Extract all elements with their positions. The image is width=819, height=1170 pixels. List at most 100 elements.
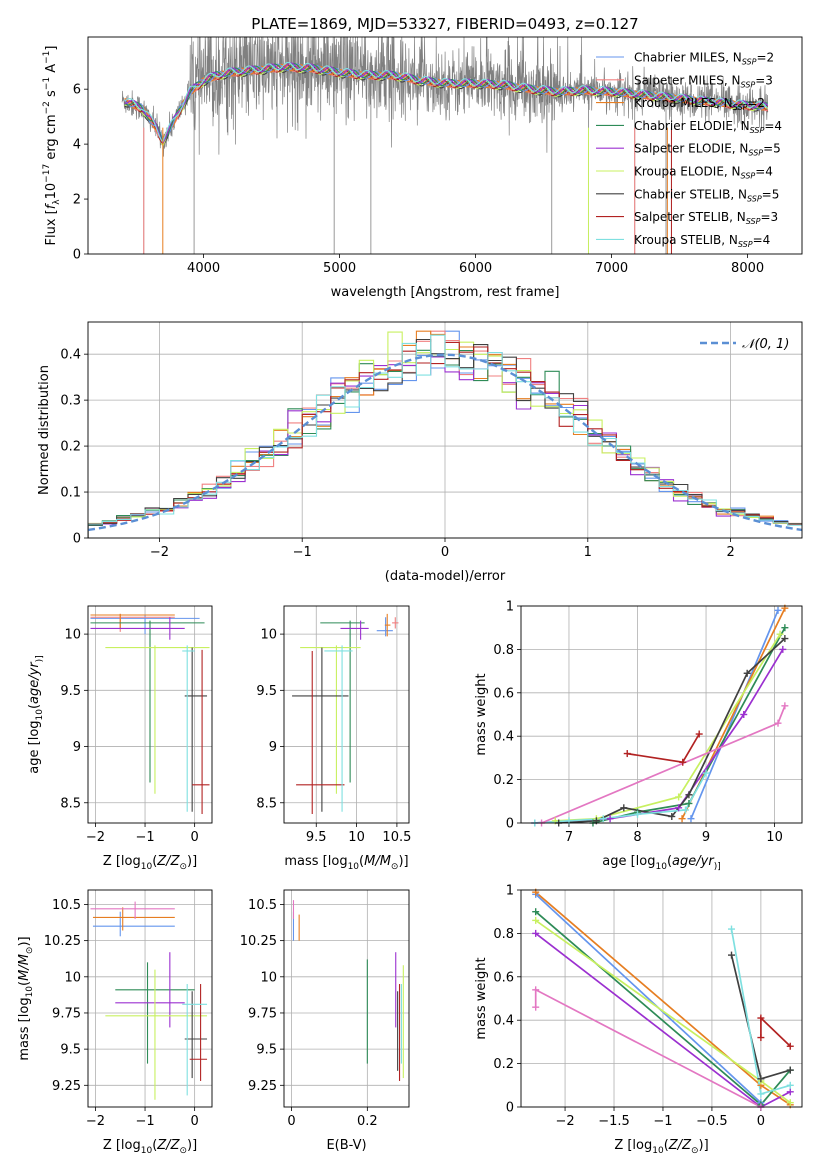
x-tick-label: −1: [135, 1114, 154, 1129]
x-tick-label: −1: [653, 1114, 672, 1129]
legend-name: Kroupa ELODIE, N: [634, 165, 741, 179]
label-part: )]: [17, 936, 32, 946]
y-tick-label: 1: [506, 884, 514, 899]
x-tick-label: 7000: [595, 261, 628, 276]
legend-entry: Salpeter MILES, NSSP=3: [634, 73, 773, 89]
y-tick-label: 10: [64, 628, 81, 643]
y-tick-label: 9: [73, 740, 81, 755]
label-subscript: )]: [35, 655, 45, 662]
legend-count: =5: [763, 142, 781, 156]
legend-entry: Kroupa ELODIE, NSSP=4: [634, 165, 773, 181]
legend-subscript: SSP: [742, 58, 757, 67]
label-part: (: [152, 854, 157, 869]
x-tick-label: 5000: [323, 261, 356, 276]
model-line: [124, 62, 769, 144]
y-tick-label: 0.2: [60, 440, 81, 455]
x-tick-label: 9: [702, 830, 710, 845]
legend-name: Kroupa MILES, N: [634, 96, 733, 110]
x-tick-label: −1: [135, 830, 154, 845]
legend-subscript: SSP: [747, 194, 762, 203]
legend-count: =4: [755, 165, 773, 179]
x-tick-label: −0.5: [696, 1114, 728, 1129]
x-tick-label: 8000: [731, 261, 764, 276]
label-subscript: ⊙: [691, 1146, 699, 1156]
weight-line: [760, 1016, 791, 1047]
legend-entry: Salpeter ELODIE, NSSP=5: [634, 142, 781, 158]
label-subscript: 10: [35, 709, 45, 721]
label-part: 10: [44, 183, 59, 200]
label-part: (: [667, 854, 672, 869]
y-axis-label: mass weight: [474, 673, 489, 755]
label-superscript: −1: [42, 77, 52, 90]
label-italic: Z/Z: [668, 1138, 692, 1153]
legend-count: =5: [762, 187, 780, 201]
axes-frame: [87, 889, 213, 1108]
weight-line: [627, 733, 700, 764]
x-tick-label: 7: [565, 830, 573, 845]
axes-spectrum: 4000 5000 6000 7000 8000 0 2 4 6 wavelength [Angs…: [42, 36, 803, 300]
y-tick-label: 0.4: [493, 1014, 514, 1029]
label-part: Flux [: [44, 209, 59, 245]
legend-subscript: SSP: [750, 126, 765, 135]
y-tick-label: 0.6: [493, 686, 514, 701]
x-tick-label: 4000: [187, 261, 220, 276]
legend-entry: 𝒩(0, 1): [742, 337, 789, 352]
label-subscript: )]: [714, 862, 721, 872]
legend-name: Salpeter ELODIE, N: [634, 142, 748, 156]
x-axis-label: mass [log10(M/M⊙)]: [284, 854, 408, 872]
label-part: s: [44, 90, 59, 101]
y-tick-label: 9.75: [248, 1006, 277, 1021]
legend-subscript: SSP: [748, 149, 763, 158]
y-tick-label: 0.2: [493, 1057, 514, 1072]
label-italic: M/M: [17, 954, 32, 981]
legend-count: =3: [760, 210, 778, 224]
label-subscript: 10: [141, 862, 153, 872]
y-tick-label: 0.4: [493, 730, 514, 745]
axes-frame: [283, 605, 410, 824]
x-tick-label: −2: [86, 1114, 105, 1129]
x-tick-label: 9.5: [306, 830, 327, 845]
label-subscript: 10: [652, 1146, 664, 1156]
x-tick-label: 0.2: [357, 1114, 378, 1129]
axes-weight-vs-Z: −2 −1.5 −1 −0.5 0 0 0.2 0.4 0.6 0.8 1 Z [log10(Z/Z⊙…: [474, 884, 803, 1156]
legend-count: =4: [753, 233, 771, 247]
legend-count: =3: [755, 73, 773, 87]
label-part: mass [log: [284, 854, 347, 869]
x-tick-label: 0: [287, 1114, 295, 1129]
y-tick-label: 9.75: [52, 1006, 81, 1021]
y-tick-label: 9.25: [248, 1079, 277, 1094]
legend-name: Chabrier MILES, N: [634, 51, 742, 65]
y-axis-label: mass weight: [474, 957, 489, 1039]
y-tick-label: 10.25: [44, 934, 81, 949]
y-tick-label: 0: [506, 817, 514, 832]
weight-line: [690, 609, 779, 820]
label-subscript: 10: [656, 862, 668, 872]
legend-entry: Chabrier STELIB, NSSP=5: [634, 187, 779, 203]
label-superscript: −17: [42, 164, 52, 183]
label-italic: Z/Z: [156, 1138, 180, 1153]
y-axis-label: Flux [fλ10−17 erg cm−2 s−1 A−1]: [42, 46, 62, 246]
legend-name: Chabrier ELODIE, N: [634, 119, 750, 133]
y-axis-label: mass [log10(M/M⊙)]: [17, 936, 35, 1060]
model-line: [124, 63, 768, 140]
x-tick-label: 10: [348, 830, 365, 845]
y-tick-label: 8.5: [60, 796, 81, 811]
y-axis-label: Normed distribution: [37, 365, 52, 495]
x-tick-label: −1.5: [598, 1114, 630, 1129]
y-tick-label: 10.5: [248, 898, 277, 913]
y-axis-label: age [log10(age/yr)]: [27, 655, 45, 773]
label-part: Z [log: [103, 854, 141, 869]
legend-entry: Salpeter STELIB, NSSP=3: [634, 210, 778, 226]
y-tick-label: 9.5: [60, 684, 81, 699]
x-axis-label: (data-model)/error: [385, 569, 506, 584]
x-tick-label: 10.5: [382, 830, 411, 845]
axes-frame: [87, 321, 803, 539]
label-part: )]: [699, 1138, 709, 1153]
figure-title: PLATE=1869, MJD=53327, FIBERID=0493, z=0…: [251, 15, 638, 33]
label-italic: age/yr: [27, 661, 42, 704]
x-tick-label: −2: [555, 1114, 574, 1129]
